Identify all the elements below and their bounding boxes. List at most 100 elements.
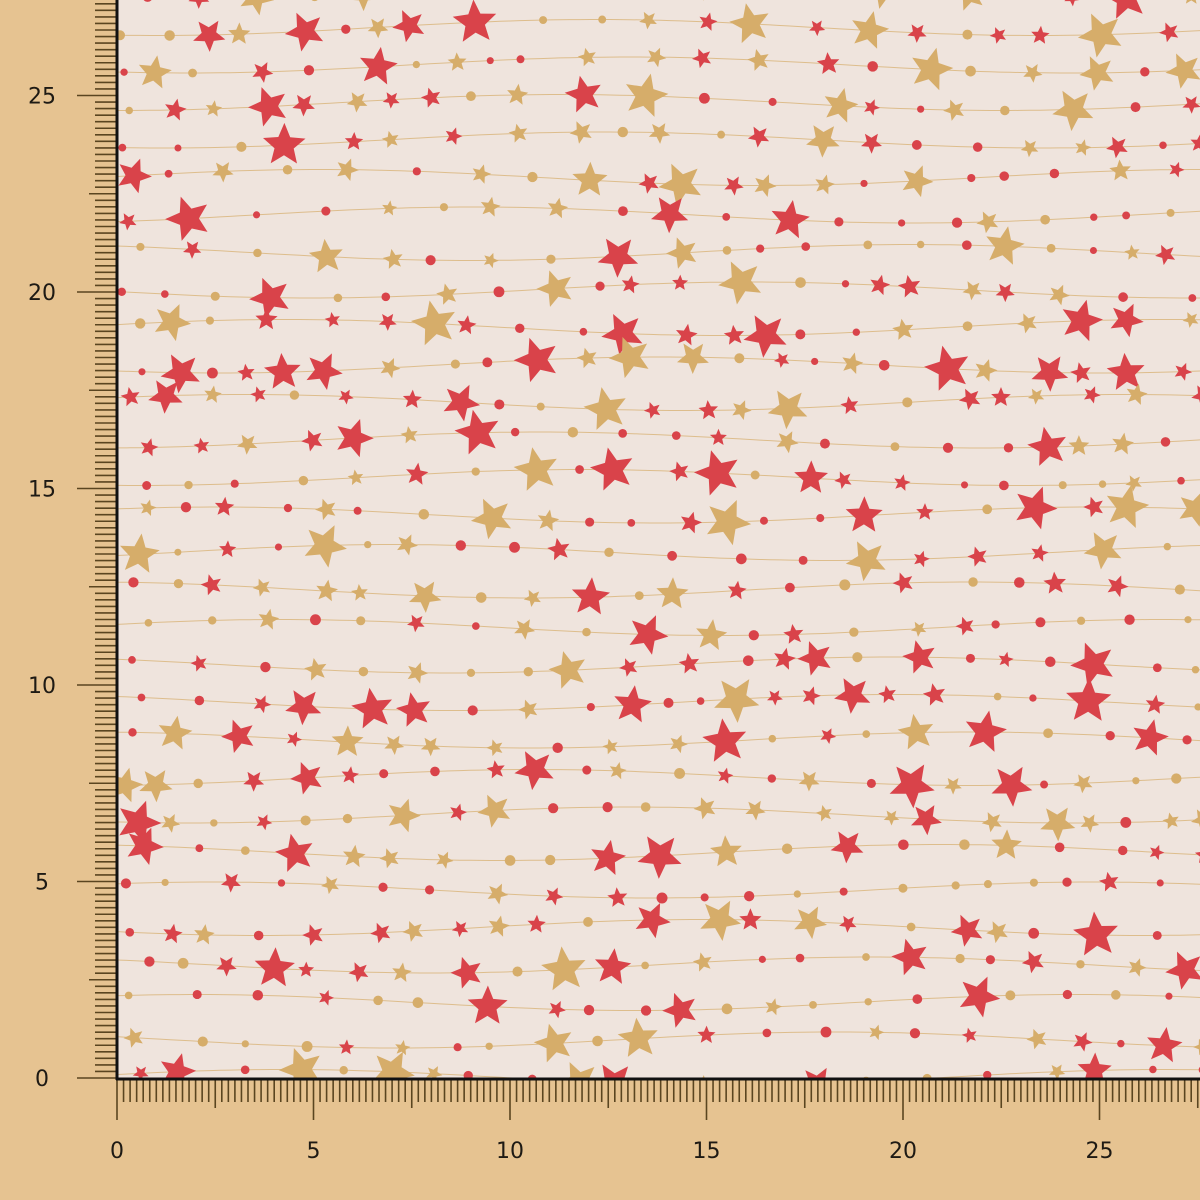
star-icon	[382, 248, 403, 269]
star-icon	[486, 739, 503, 757]
star-icon	[924, 345, 969, 391]
dot	[618, 429, 628, 438]
star-icon	[420, 737, 441, 757]
dot	[839, 887, 848, 896]
dot	[575, 465, 584, 474]
dot	[373, 995, 383, 1006]
star-icon	[914, 550, 930, 568]
star-icon	[380, 358, 401, 379]
dot	[1089, 246, 1097, 255]
star-icon	[894, 474, 911, 491]
star-icon	[774, 647, 796, 670]
dot	[595, 281, 605, 291]
star-icon	[693, 797, 716, 820]
dot	[546, 254, 556, 264]
star-icon	[436, 851, 454, 869]
dot	[734, 353, 745, 364]
star-icon	[1062, 299, 1103, 342]
dot	[793, 890, 801, 898]
wavy-string	[118, 244, 1200, 261]
star-icon	[991, 387, 1011, 406]
dot	[579, 327, 588, 336]
star-icon	[221, 719, 254, 753]
wavy-string	[118, 1031, 1200, 1049]
star-icon	[338, 1039, 355, 1055]
star-icon	[965, 710, 1007, 752]
dot	[839, 579, 851, 591]
dot	[1124, 614, 1135, 625]
star-icon	[697, 1025, 716, 1043]
star-icon	[193, 20, 226, 52]
dot	[965, 65, 976, 77]
dot	[743, 890, 755, 902]
dot	[161, 878, 169, 887]
dot	[463, 1070, 473, 1078]
star-icon	[672, 274, 689, 290]
star-icon	[367, 18, 389, 39]
dot	[471, 622, 480, 630]
star-icon	[406, 462, 429, 485]
star-icon	[331, 725, 364, 756]
star-icon	[1084, 386, 1101, 404]
star-icon	[670, 734, 688, 754]
star-icon	[1077, 13, 1122, 58]
star-icon	[897, 713, 934, 750]
x-ruler-labels: 0 5 10 15 20 25	[110, 1139, 1114, 1164]
star-icon	[662, 992, 696, 1028]
star-icon	[513, 337, 556, 383]
star-icon	[454, 409, 499, 455]
star-icon	[678, 653, 700, 674]
dot	[795, 953, 805, 963]
star-icon	[743, 315, 787, 358]
star-icon	[771, 200, 810, 239]
star-icon	[676, 323, 698, 346]
star-icon	[1070, 362, 1091, 383]
star-icon	[216, 957, 237, 977]
dot	[453, 1043, 462, 1052]
star-icon	[677, 343, 709, 374]
dot	[648, 1080, 656, 1088]
star-icon	[1066, 677, 1112, 721]
star-icon	[666, 237, 697, 269]
dot	[424, 885, 435, 895]
star-icon	[1107, 575, 1129, 598]
star-icon	[183, 241, 202, 259]
dot	[586, 702, 595, 712]
dot	[1191, 665, 1200, 674]
star-icon	[382, 92, 400, 109]
star-icon	[897, 275, 921, 298]
star-icon	[754, 174, 777, 197]
dot	[144, 956, 155, 967]
star-icon	[1169, 161, 1185, 178]
star-icon	[120, 387, 140, 407]
dot	[1029, 694, 1037, 702]
star-icon	[308, 238, 343, 273]
dot	[767, 774, 777, 783]
dot	[118, 143, 127, 152]
star-icon	[378, 313, 397, 331]
star-icon	[601, 314, 643, 355]
dot	[161, 290, 169, 298]
dot	[781, 843, 793, 854]
dot	[1174, 584, 1185, 595]
dot	[674, 767, 686, 779]
dot	[439, 203, 449, 212]
dot	[536, 402, 545, 411]
star-icon	[1124, 244, 1140, 260]
star-icon	[407, 662, 429, 684]
dot	[252, 211, 261, 219]
star-icon	[1149, 844, 1165, 861]
dot	[516, 55, 525, 64]
dot	[993, 692, 1002, 701]
dot	[634, 591, 644, 601]
dot	[942, 442, 954, 453]
star-icon	[388, 798, 421, 833]
y-label: 15	[28, 478, 56, 503]
star-icon	[375, 1051, 415, 1078]
star-icon	[536, 270, 572, 307]
dot	[1165, 992, 1173, 1000]
star-icon	[158, 715, 193, 750]
dot	[236, 141, 247, 152]
dot	[184, 480, 193, 490]
star-icon	[861, 133, 882, 154]
